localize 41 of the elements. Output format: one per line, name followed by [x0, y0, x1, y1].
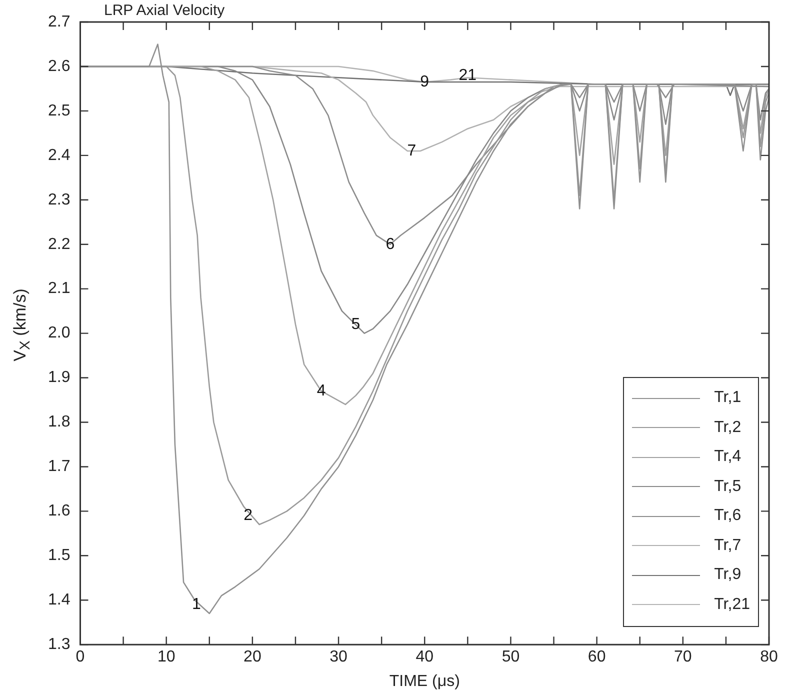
legend-label: Tr,21	[714, 596, 750, 614]
legend-label: Tr,1	[714, 389, 742, 408]
y-tick-label: 1.8	[48, 414, 70, 431]
x-tick-label: 80	[760, 648, 778, 666]
x-tick-label: 60	[588, 648, 606, 666]
y-tick-label: 1.5	[48, 547, 70, 564]
y-tick-label: 1.9	[48, 369, 70, 386]
annotation: 7	[407, 142, 416, 160]
x-axis-title: TIME (μs)	[389, 672, 460, 690]
legend-label: Tr,5	[714, 478, 742, 496]
y-tick-label: 1.3	[48, 636, 70, 654]
y-tick-label: 2.0	[48, 324, 70, 342]
y-tick-label: 2.6	[48, 58, 70, 75]
annotation: 5	[351, 316, 360, 333]
x-tick-label: 10	[157, 648, 176, 666]
x-tick-label: 20	[244, 648, 262, 666]
x-tick-label: 50	[502, 648, 520, 666]
annotation: 1	[192, 596, 202, 613]
legend-label: Tr,7	[714, 536, 742, 555]
legend-label: Tr,4	[714, 448, 742, 466]
x-tick-label: 40	[416, 648, 434, 666]
x-tick-label: 0	[76, 648, 85, 666]
y-tick-label: 2.3	[48, 191, 70, 208]
y-tick-label: 1.4	[48, 592, 70, 609]
y-tick-label: 2.2	[48, 236, 70, 253]
y-tick-label: 2.7	[48, 13, 70, 30]
x-tick-label: 70	[674, 648, 692, 666]
annotation: 2	[244, 507, 253, 524]
y-tick-label: 2.5	[48, 102, 70, 120]
y-tick-label: 1.6	[48, 502, 70, 520]
chart-title: LRP Axial Velocity	[104, 2, 225, 19]
legend-label: Tr,9	[714, 566, 742, 584]
y-tick-label: 1.7	[48, 458, 70, 476]
y-tick-label: 2.4	[48, 146, 70, 164]
y-tick-label: 2.1	[48, 280, 70, 298]
x-tick-label: 30	[330, 648, 348, 666]
annotation: 21	[458, 66, 477, 84]
legend-label: Tr,6	[714, 507, 742, 526]
annotation: 6	[386, 236, 395, 253]
annotation: 4	[316, 382, 326, 400]
legend-label: Tr,2	[714, 418, 742, 437]
